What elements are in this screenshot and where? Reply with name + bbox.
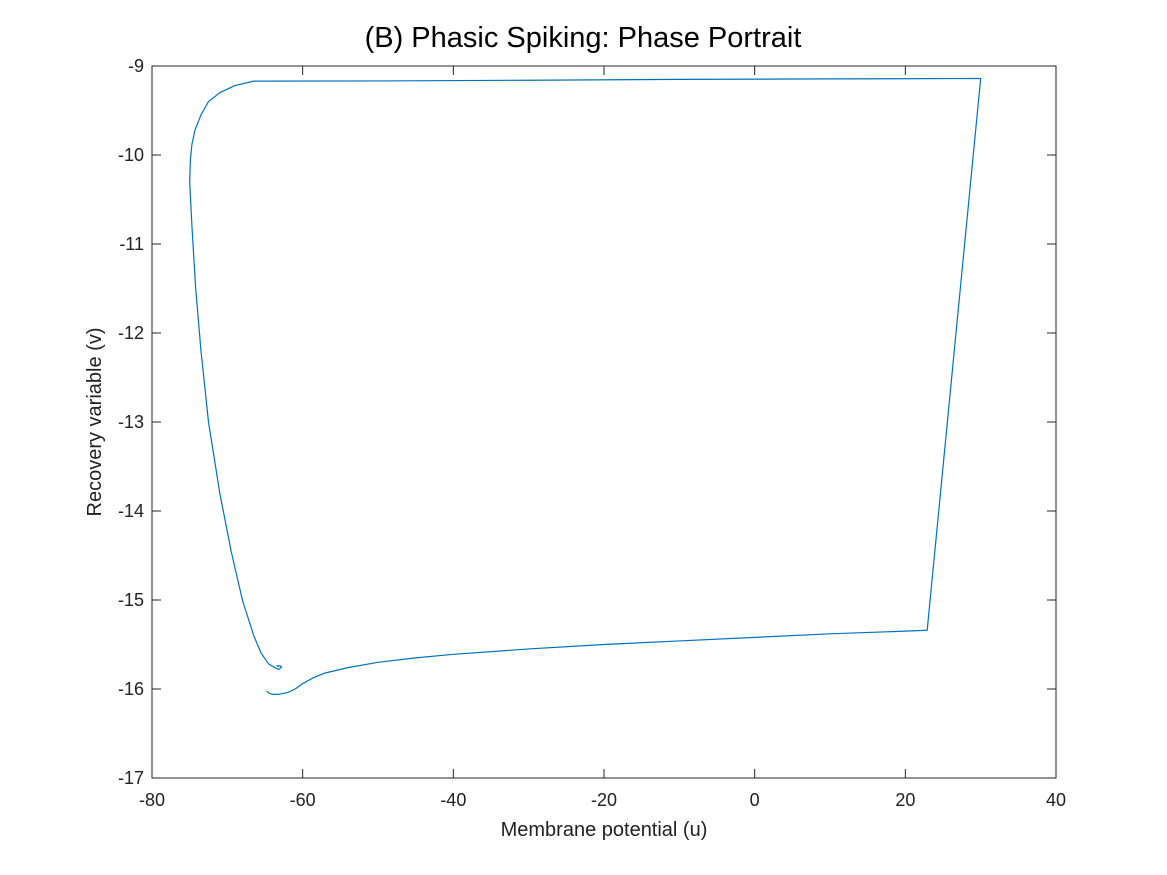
y-tick-label: -17 bbox=[118, 768, 144, 788]
y-tick-label: -16 bbox=[118, 679, 144, 699]
x-tick-label: -80 bbox=[139, 790, 165, 810]
x-tick-label: -60 bbox=[290, 790, 316, 810]
y-axis-label: Recovery variable (v) bbox=[84, 328, 106, 517]
tick-labels: -80 -60 -40 -20 0 20 40 -17 -16 -15 -14 -13 -12 -11 -1… bbox=[118, 56, 1066, 810]
x-axis-label: Membrane potential (u) bbox=[501, 819, 708, 841]
phase-trajectory-line bbox=[189, 77, 982, 695]
x-tick-label: 20 bbox=[895, 790, 915, 810]
axes-box bbox=[151, 65, 1057, 779]
y-tick-label: -9 bbox=[128, 56, 144, 76]
x-tick-label: 40 bbox=[1046, 790, 1066, 810]
x-tick-label: -40 bbox=[440, 790, 466, 810]
y-tick-label: -11 bbox=[119, 234, 144, 254]
y-tick-label: -12 bbox=[118, 323, 144, 343]
y-tick-label: -14 bbox=[118, 501, 144, 521]
y-tick-label: -10 bbox=[118, 145, 144, 165]
plot-area: -80 -60 -40 -20 0 20 40 -17 -16 -15 -14 -13 -12 -11 -1… bbox=[118, 56, 1066, 810]
ticks bbox=[151, 65, 1057, 779]
y-tick-label: -13 bbox=[118, 412, 144, 432]
chart-title: (B) Phasic Spiking: Phase Portrait bbox=[365, 22, 802, 54]
x-tick-label: -20 bbox=[591, 790, 617, 810]
x-tick-label: 0 bbox=[750, 790, 760, 810]
y-tick-label: -15 bbox=[118, 590, 144, 610]
